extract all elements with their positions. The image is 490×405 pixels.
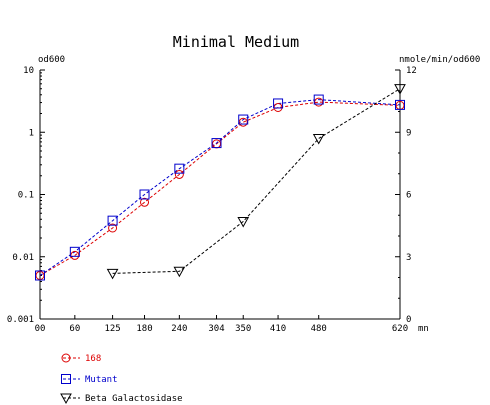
legend-marker-1 (61, 374, 71, 384)
series-0-point (174, 169, 184, 179)
x-tick-label: 480 (311, 324, 327, 334)
axes: 00 60 125 180 240 304 350 410 480 6200.0010.010.1… (7, 66, 417, 334)
legend-label-1: Mutant (85, 375, 118, 385)
series-line-0 (39, 101, 401, 276)
series-line-1 (39, 99, 401, 276)
legend-marker-0 (61, 353, 71, 363)
series-0-point (140, 197, 150, 207)
x-tick-label: 125 (104, 324, 120, 334)
series-1-point (35, 270, 45, 281)
right-y-tick-label: 9 (406, 128, 411, 138)
x-tick-label: 304 (208, 324, 224, 334)
series-2-point (312, 133, 325, 145)
series-2-point (394, 84, 406, 95)
x-tick-label: 350 (235, 324, 251, 334)
series-1-point (69, 246, 80, 257)
left-y-tick-label: 0.001 (7, 315, 34, 325)
legend-marker-2 (60, 393, 72, 405)
right-y-tick-label: 12 (406, 66, 417, 76)
x-axis-unit-label: mn (418, 324, 429, 334)
x-tick-label: 00 (35, 324, 46, 334)
series-1-point (238, 114, 249, 125)
series-markers (35, 84, 406, 281)
x-tick-label: 60 (69, 324, 80, 334)
series-0-point (108, 223, 118, 233)
legend-label-2: Beta Galactosidase (85, 394, 183, 404)
x-tick-label: 620 (392, 324, 408, 334)
x-tick-label: 240 (171, 324, 187, 334)
legend-label-0: 168 (85, 354, 101, 364)
series-1-point (174, 163, 185, 174)
series-1-point (211, 138, 222, 149)
x-tick-label: 410 (270, 324, 286, 334)
right-axis-label: nmole/min/od600 (399, 55, 480, 65)
series-1-point (313, 94, 324, 105)
legend: 168 Mutant Beta Galactosidase (60, 353, 183, 405)
series-1-point (273, 98, 284, 109)
chart-title: Minimal Medium (173, 33, 299, 51)
left-y-tick-label: 0.1 (18, 191, 34, 201)
left-axis-label: od600 (38, 55, 65, 65)
series-2-point (237, 216, 250, 228)
series-1-point (107, 215, 118, 226)
series-2-point (173, 266, 186, 278)
x-tick-label: 180 (136, 324, 152, 334)
left-y-tick-label: 0.01 (12, 253, 34, 263)
series-1-point (395, 99, 405, 110)
left-y-tick-label: 1 (29, 128, 34, 138)
series-lines (39, 88, 401, 276)
series-line-2 (112, 88, 401, 274)
series-2-point (106, 268, 119, 280)
right-y-tick-label: 3 (406, 253, 411, 263)
series-1-point (139, 189, 150, 200)
right-y-tick-label: 0 (406, 315, 411, 325)
left-y-tick-label: 10 (23, 66, 34, 76)
right-y-tick-label: 6 (406, 191, 411, 201)
